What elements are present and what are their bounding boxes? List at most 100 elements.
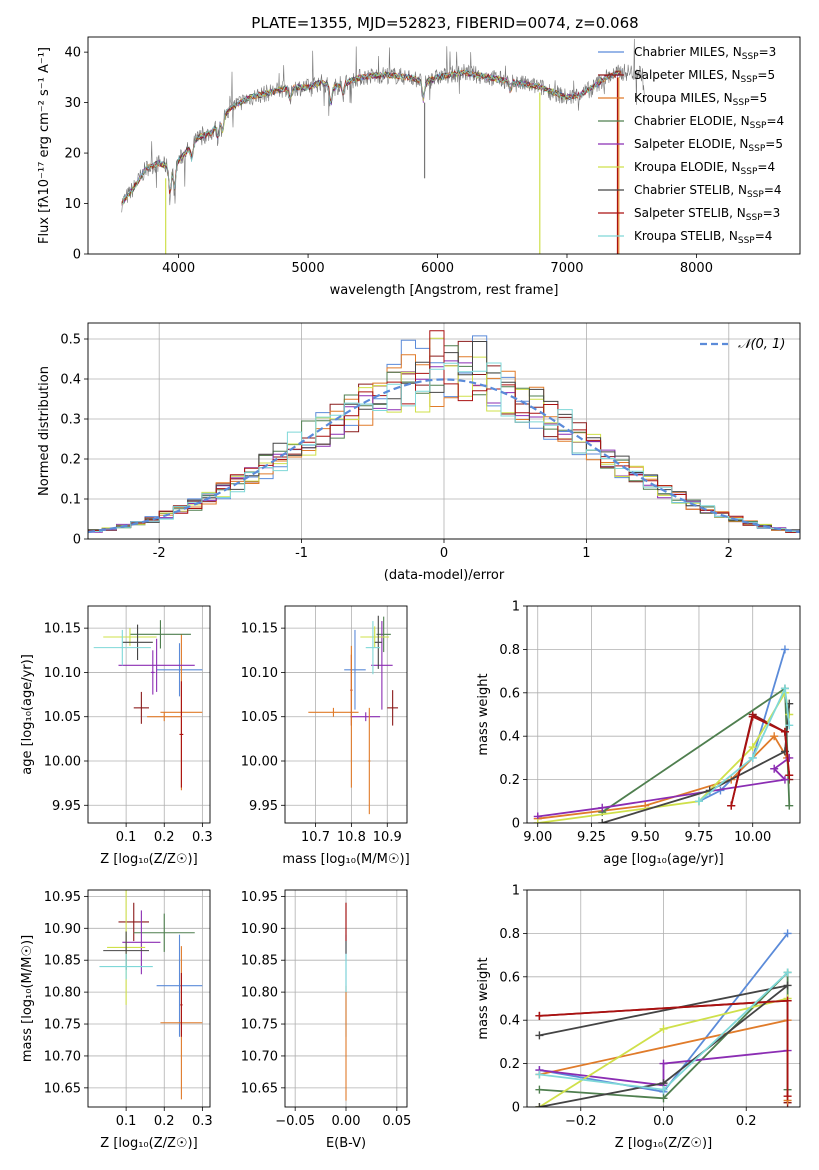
y-tick-label: 10.85 [241,954,278,969]
y-tick-label: 9.95 [52,799,81,814]
weight-line [539,984,789,1107]
x-tick-label: 0.3 [192,830,213,845]
legend-label-sub: SSP [748,144,765,154]
y-tick-label: 1 [512,600,520,615]
weight-marker [659,1059,668,1068]
x-tick-label: 0 [440,546,448,561]
y-tick-label: 40 [64,46,81,61]
y-tick-label: 0.2 [60,453,81,468]
y-tick-label: 1 [512,884,520,899]
legend-label-tail: =4 [757,160,775,174]
mass_vs_ebv-panel: −0.05 0.00 0.05 10.65 10.70 10.75 10.80 10.85 10… [241,889,411,1151]
y-tick-label: 10.85 [44,954,81,969]
y-tick-label: 0.5 [60,333,81,348]
x-tick-label: 0.1 [116,1114,137,1129]
weight-marker [748,743,757,752]
x-tick-label: 1 [582,546,590,561]
legend-label-sub: SSP [733,98,750,108]
y-tick-label: 0 [73,248,81,263]
legend-label-tail: =5 [765,137,783,151]
residuals-panel: -2 -1 0 1 2 0 0.1 0.2 0.3 0.4 0.5 (data-model)/erro… [37,322,801,583]
legend-label-main: Salpeter ELODIE, N [634,137,748,151]
y-tick-label: 10.75 [241,1018,278,1033]
x-tick-label: 0.0 [653,1114,674,1129]
residual-histogram [88,362,800,534]
x-tick-label: -1 [295,546,308,561]
x-tick-label: 0.05 [382,1114,411,1129]
weight-marker [694,797,703,806]
legend-label-tail: =4 [755,229,773,243]
weight-marker [659,1024,668,1033]
y-tick-label: 10.75 [44,1018,81,1033]
mass_vs_Z-panel: 0.1 0.2 0.3 10.65 10.70 10.75 10.80 10.85 10.90 1… [20,889,213,1151]
legend-label: Chabrier ELODIE, NSSP=4 [634,114,784,131]
y-tick-label: 0.1 [60,493,81,508]
y-tick-label: 0.3 [60,413,81,428]
legend-label-tail: =3 [763,206,781,220]
y-axis-label: age [log₁₀(age/yr)] [20,654,35,775]
x-tick-label: 4000 [162,261,195,276]
y-tick-label: 10.00 [241,755,278,770]
x-tick-label: 5000 [292,261,325,276]
x-tick-label: 9.50 [631,830,660,845]
weight-marker [785,771,794,780]
y-tick-label: 10.05 [44,710,81,725]
y-tick-label: 0.6 [499,686,520,701]
y-tick-label: 10.00 [44,755,81,770]
weight-marker [770,732,779,741]
legend-label: 𝒩(0, 1) [738,337,785,352]
legend-label: Salpeter ELODIE, NSSP=5 [634,137,783,154]
x-tick-label: 0.3 [192,1114,213,1129]
y-tick-label: 10.65 [241,1081,278,1096]
weight-marker [598,819,607,823]
weight-marker [780,775,789,784]
y-tick-label: 10 [64,197,81,212]
weight-marker [770,764,779,773]
y-axis-label: Flux [fλ10⁻¹⁷ erg cm⁻² s⁻¹ A⁻¹] [37,47,52,244]
spectrum-model-line [121,69,622,205]
x-tick-label: 10.7 [301,830,330,845]
y-tick-label: 30 [64,96,81,111]
legend-label: Chabrier STELIB, NSSP=4 [634,183,782,200]
figure-title: PLATE=1355, MJD=52823, FIBERID=0074, z=0… [251,14,638,32]
x-tick-label: 9.75 [684,830,713,845]
weight-marker [780,727,789,736]
y-tick-label: 0.6 [499,970,520,985]
x-axis-label: (data-model)/error [384,568,505,583]
legend-label-tail: =4 [766,114,784,128]
x-axis-label: wavelength [Angstrom, rest frame] [330,283,559,298]
y-tick-label: 10.95 [241,890,278,905]
legend-label-main: Kroupa STELIB, N [634,229,738,243]
legend-label-main: Salpeter STELIB, N [634,206,746,220]
y-tick-label: 9.95 [249,799,278,814]
y-tick-label: 10.15 [241,622,278,637]
x-tick-label: 0.1 [116,830,137,845]
x-tick-label: 6000 [421,261,454,276]
x-tick-label: −0.05 [275,1114,315,1129]
legend-label: Kroupa MILES, NSSP=5 [634,91,767,108]
weight-marker [748,753,757,762]
legend-label-main: Chabrier ELODIE, N [634,114,750,128]
x-axis-label: Z [log₁₀(Z/Z☉)] [100,852,197,867]
weight-marker [535,1031,544,1040]
x-tick-label: 0.00 [332,1114,361,1129]
x-tick-label: 0.2 [154,1114,175,1129]
axes-frame [87,36,801,255]
axes-frame [87,322,801,540]
y-tick-label: 0 [73,533,81,548]
legend-label: Kroupa STELIB, NSSP=4 [634,229,772,246]
weight-marker [780,684,789,693]
y-tick-label: 10.80 [44,986,81,1001]
x-tick-label: 9.25 [577,830,606,845]
legend-label-tail: =4 [764,183,782,197]
x-axis-label: mass [log₁₀(M/M☉)] [282,852,409,867]
x-tick-label: 10.00 [734,830,771,845]
y-axis-label: mass weight [476,673,491,755]
x-tick-label: 0.2 [736,1114,757,1129]
weight-marker [659,1085,668,1094]
weight-marker [783,1092,792,1101]
y-tick-label: 0.8 [499,643,520,658]
weight-marker [785,801,794,810]
x-tick-label: 0.2 [154,830,175,845]
